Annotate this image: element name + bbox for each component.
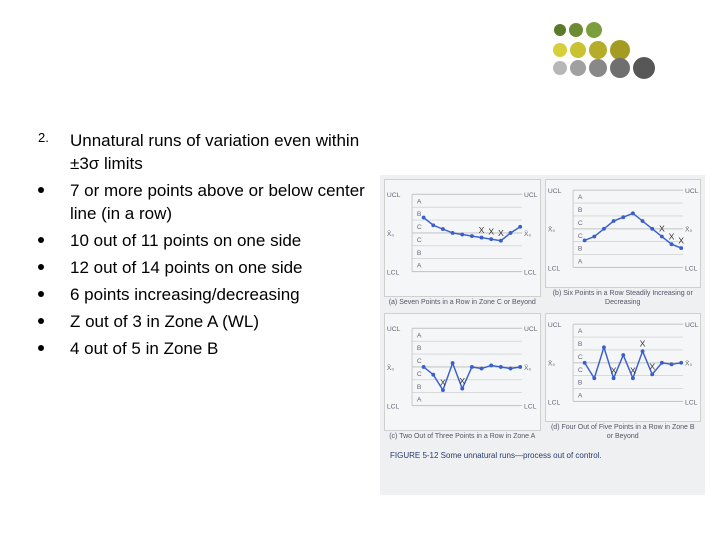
svg-text:C: C [417, 358, 422, 365]
chart-caption: (d) Four Out of Five Points in a Row in … [545, 422, 702, 443]
chart-panel: ABCCBAUCLX̄₀LCLUCLX̄₀LCLXXXX(d) Four Out… [545, 313, 702, 443]
svg-text:LCL: LCL [387, 269, 400, 276]
svg-text:X: X [610, 365, 616, 375]
bullet-text: 6 points increasing/decreasing [70, 284, 370, 307]
svg-text:C: C [417, 224, 422, 231]
svg-text:X̄₀: X̄₀ [524, 230, 532, 238]
svg-text:X: X [488, 226, 494, 236]
svg-text:A: A [577, 328, 582, 335]
svg-text:LCL: LCL [524, 269, 537, 276]
bullet-list: 2. Unnatural runs of variation even with… [30, 130, 370, 364]
svg-text:X̄₀: X̄₀ [685, 360, 693, 368]
svg-text:LCL: LCL [547, 265, 560, 272]
svg-text:UCL: UCL [524, 192, 538, 199]
bullet-item: 10 out of 11 points on one side [30, 230, 370, 253]
svg-text:X̄₀: X̄₀ [685, 226, 693, 234]
svg-text:LCL: LCL [387, 403, 400, 410]
bullet-item: 6 points increasing/decreasing [30, 284, 370, 307]
svg-text:B: B [577, 246, 582, 253]
svg-text:X: X [459, 376, 465, 386]
bullet-icon [30, 230, 70, 253]
bullet-text: 7 or more points above or below center l… [70, 180, 370, 226]
svg-text:C: C [577, 233, 582, 240]
svg-text:B: B [417, 250, 422, 257]
corner-dots-decoration [550, 10, 690, 90]
bullet-icon [30, 284, 70, 307]
bullet-item: Z out of 3 in Zone A (WL) [30, 311, 370, 334]
numbered-item: 2. Unnatural runs of variation even with… [30, 130, 370, 176]
svg-text:LCL: LCL [685, 265, 698, 272]
svg-text:A: A [577, 194, 582, 201]
svg-text:X: X [479, 225, 485, 235]
bullet-item: 4 out of 5 in Zone B [30, 338, 370, 361]
bullet-text: 10 out of 11 points on one side [70, 230, 370, 253]
chart-panel: ABCCBAUCLX̄₀LCLUCLX̄₀LCLXXX(b) Six Point… [545, 179, 702, 309]
svg-text:X: X [668, 231, 674, 241]
svg-text:LCL: LCL [685, 399, 698, 406]
figure-caption: FIGURE 5-12 Some unnatural runs—process … [384, 447, 701, 491]
bullet-icon [30, 180, 70, 226]
svg-text:X̄₀: X̄₀ [387, 230, 395, 238]
svg-text:B: B [577, 380, 582, 387]
svg-text:C: C [417, 237, 422, 244]
svg-text:B: B [577, 341, 582, 348]
svg-text:X: X [440, 377, 446, 387]
svg-text:UCL: UCL [524, 326, 538, 333]
chart-caption: (a) Seven Points in a Row in Zone C or B… [384, 297, 541, 309]
svg-text:UCL: UCL [387, 326, 401, 333]
chart-caption: (b) Six Points in a Row Steadily Increas… [545, 288, 702, 309]
svg-text:X̄₀: X̄₀ [547, 226, 555, 234]
svg-text:UCL: UCL [685, 322, 699, 329]
chart-caption: (c) Two Out of Three Points in a Row in … [384, 431, 541, 443]
svg-text:A: A [417, 332, 422, 339]
bullet-text: 4 out of 5 in Zone B [70, 338, 370, 361]
bullet-item: 12 out of 14 points on one side [30, 257, 370, 280]
svg-text:X: X [678, 235, 684, 245]
svg-text:X: X [658, 224, 664, 234]
bullet-item: 7 or more points above or below center l… [30, 180, 370, 226]
svg-text:B: B [417, 211, 422, 218]
svg-text:B: B [417, 345, 422, 352]
svg-text:LCL: LCL [547, 399, 560, 406]
svg-text:A: A [417, 263, 422, 270]
svg-text:A: A [577, 259, 582, 266]
svg-text:X: X [498, 228, 504, 238]
svg-text:C: C [577, 354, 582, 361]
bullet-text: 12 out of 14 points on one side [70, 257, 370, 280]
svg-text:C: C [577, 367, 582, 374]
svg-text:C: C [577, 220, 582, 227]
bullet-icon [30, 338, 70, 361]
svg-text:UCL: UCL [387, 192, 401, 199]
svg-text:A: A [417, 397, 422, 404]
svg-text:X: X [639, 338, 645, 348]
chart-panel: ABCCBAUCLX̄₀LCLUCLX̄₀LCLXX(c) Two Out of… [384, 313, 541, 443]
list-text: Unnatural runs of variation even within … [70, 130, 370, 176]
svg-text:X̄₀: X̄₀ [387, 364, 395, 372]
svg-text:X̄₀: X̄₀ [524, 364, 532, 372]
bullet-text: Z out of 3 in Zone A (WL) [70, 311, 370, 334]
svg-text:B: B [417, 384, 422, 391]
svg-text:A: A [577, 393, 582, 400]
svg-text:A: A [417, 198, 422, 205]
svg-text:LCL: LCL [524, 403, 537, 410]
svg-text:X: X [630, 365, 636, 375]
svg-text:X: X [649, 362, 655, 372]
svg-text:X̄₀: X̄₀ [547, 360, 555, 368]
bullet-icon [30, 257, 70, 280]
svg-text:C: C [417, 371, 422, 378]
svg-text:B: B [577, 207, 582, 214]
svg-text:UCL: UCL [547, 188, 561, 195]
svg-text:UCL: UCL [685, 188, 699, 195]
svg-text:UCL: UCL [547, 322, 561, 329]
bullet-icon [30, 311, 70, 334]
list-number: 2. [30, 130, 70, 176]
control-charts-figure: ABCCBAUCLX̄₀LCLUCLX̄₀LCLXXX(a) Seven Poi… [380, 175, 705, 495]
chart-panel: ABCCBAUCLX̄₀LCLUCLX̄₀LCLXXX(a) Seven Poi… [384, 179, 541, 309]
